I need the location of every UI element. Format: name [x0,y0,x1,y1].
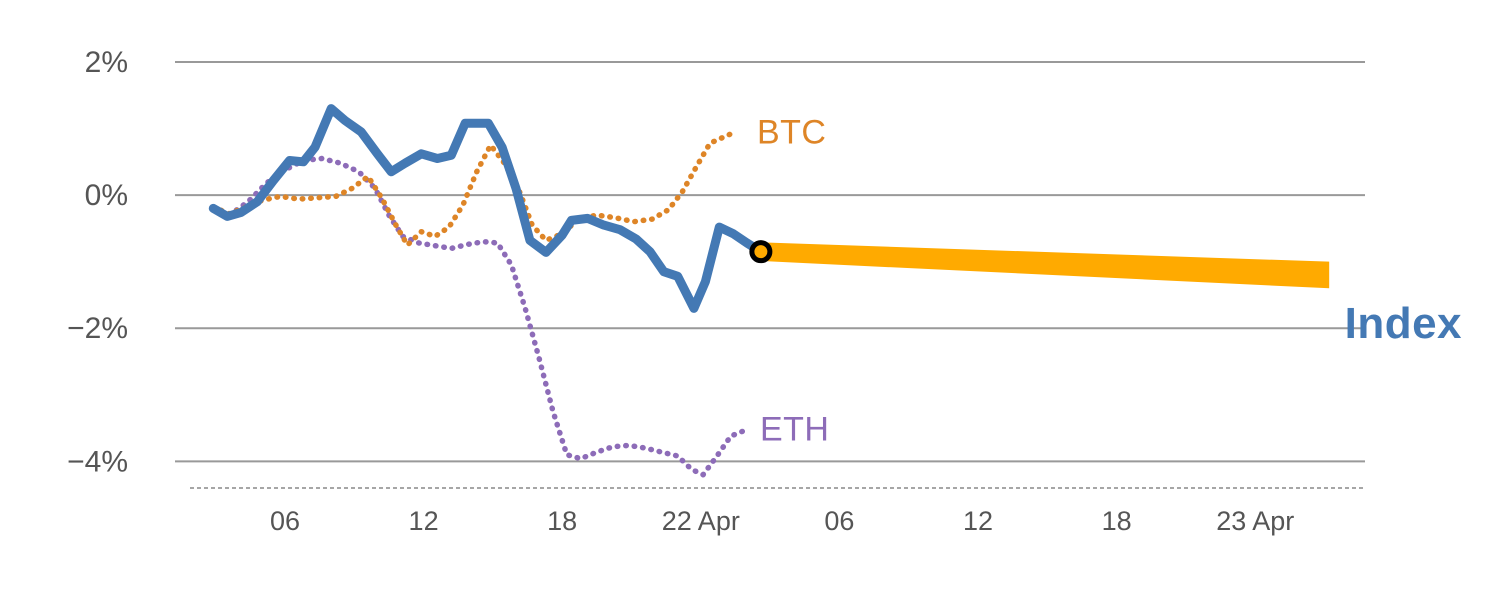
x-tick-label: 12 [409,506,439,536]
y-tick-label: −2% [67,312,128,345]
forecast-start-marker [749,240,773,264]
x-tick-label: 18 [1102,506,1132,536]
y-tick-label: 2% [85,46,128,79]
y-tick-label: −4% [67,445,128,478]
forecast-band [760,242,1330,289]
series-label-index: Index [1344,299,1463,349]
x-tick-label: 06 [270,506,300,536]
series-line-index [208,104,766,313]
series-label-eth: ETH [759,410,830,449]
series-line-btc [210,131,734,248]
x-tick-label: 12 [963,506,993,536]
x-tick-label: 06 [824,506,854,536]
x-tick-label: 23 Apr [1216,506,1294,536]
x-tick-label: 22 Apr [662,506,740,536]
series-label-btc: BTC [756,113,827,152]
y-tick-label: 0% [85,179,128,212]
x-tick-label: 18 [547,506,577,536]
series-line-eth [210,155,746,478]
